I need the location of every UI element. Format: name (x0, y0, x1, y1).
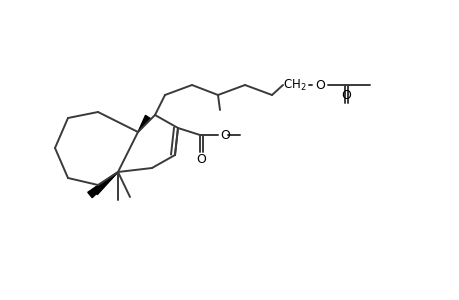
Text: O: O (196, 153, 206, 166)
Text: CH$_2$: CH$_2$ (283, 77, 306, 93)
Text: O: O (314, 79, 324, 92)
Polygon shape (88, 172, 118, 198)
Text: O: O (340, 89, 350, 102)
Polygon shape (138, 115, 150, 132)
Text: O: O (219, 128, 230, 142)
Polygon shape (93, 172, 118, 195)
